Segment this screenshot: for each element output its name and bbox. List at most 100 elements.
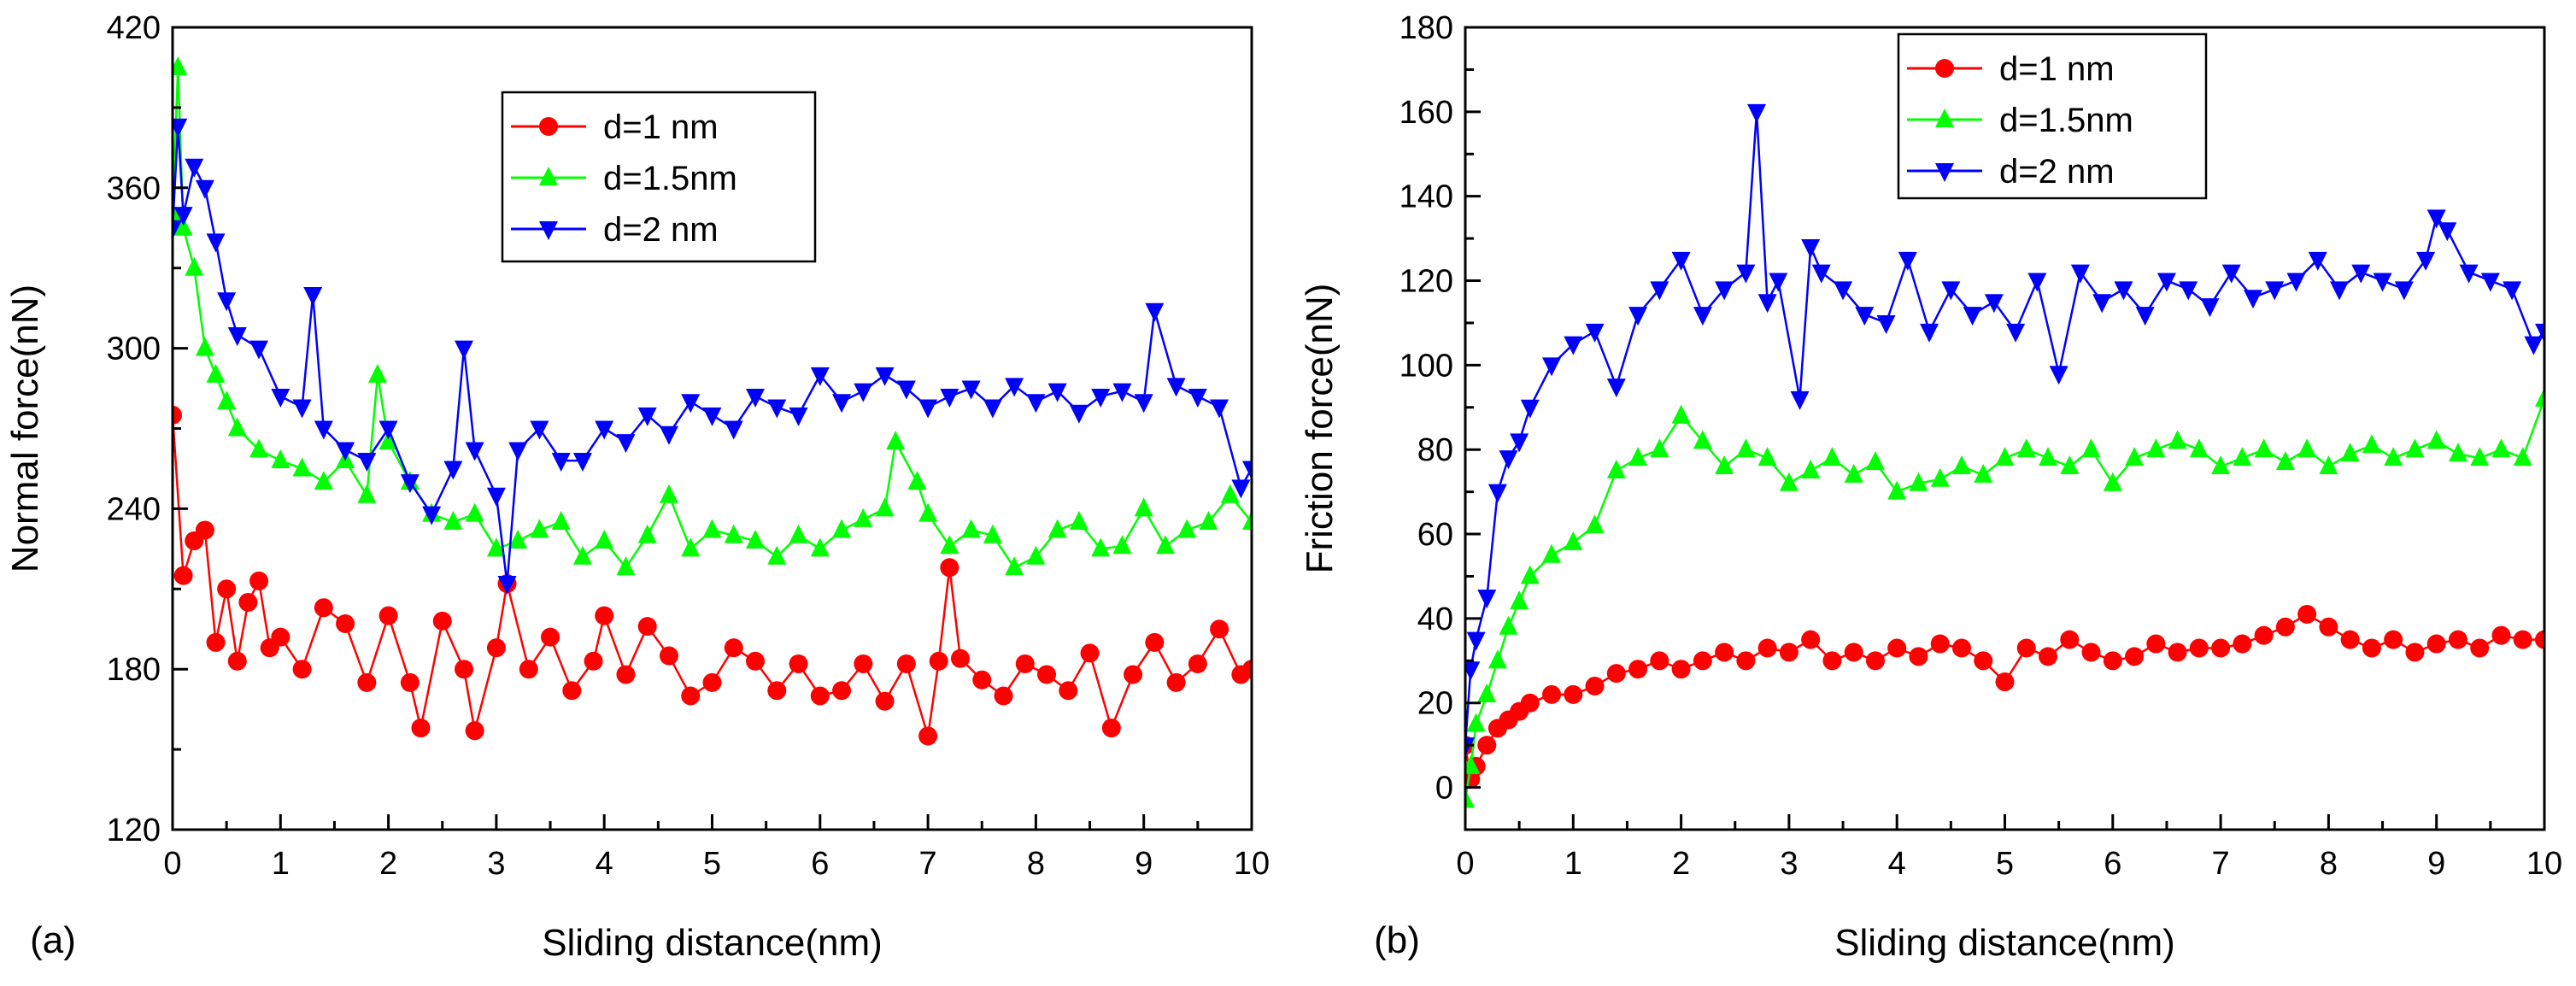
data-point — [2114, 281, 2133, 301]
data-point — [2384, 630, 2403, 649]
data-point — [2535, 630, 2544, 649]
data-point — [2319, 617, 2338, 637]
data-point — [227, 326, 247, 346]
data-point — [1465, 661, 1481, 681]
data-point — [1155, 535, 1175, 555]
data-point — [1693, 651, 1712, 671]
data-point — [1628, 447, 1648, 467]
data-point — [422, 506, 442, 525]
data-point — [1069, 511, 1088, 531]
data-point — [584, 651, 603, 671]
data-point — [940, 388, 959, 408]
data-point — [1963, 307, 1982, 326]
y-tick-label: 160 — [1399, 95, 1453, 131]
data-point — [1188, 654, 1207, 673]
data-point — [1145, 302, 1165, 322]
data-point — [2340, 443, 2360, 462]
data-point — [702, 672, 722, 692]
x-tick-label: 3 — [1780, 846, 1798, 882]
legend-marker — [539, 167, 558, 185]
data-point — [789, 524, 808, 543]
data-point — [1951, 455, 1971, 474]
data-point — [238, 592, 258, 612]
data-point — [1715, 455, 1734, 474]
data-point — [1465, 789, 1475, 808]
data-point — [1887, 480, 1907, 500]
data-point — [1047, 383, 1067, 402]
data-point — [1974, 651, 1993, 671]
data-point — [1984, 294, 2004, 314]
data-point — [1650, 651, 1669, 671]
data-point — [2340, 630, 2360, 649]
data-point — [789, 654, 808, 673]
data-point — [1628, 660, 1648, 679]
data-point — [1542, 543, 1562, 563]
data-point — [217, 390, 237, 410]
data-point — [659, 646, 678, 666]
data-point — [173, 118, 188, 138]
data-point — [1650, 281, 1669, 301]
data-point — [1747, 103, 1767, 123]
data-point — [746, 388, 766, 408]
data-point — [2308, 251, 2327, 271]
data-point — [2135, 307, 2155, 326]
data-point — [1974, 463, 1993, 483]
data-point — [2233, 634, 2252, 654]
x-tick-label: 6 — [811, 846, 829, 882]
data-point — [1606, 459, 1626, 478]
data-point — [1520, 565, 1540, 584]
data-point — [2405, 438, 2425, 458]
data-point — [2426, 634, 2446, 654]
data-point — [854, 383, 873, 402]
data-point — [659, 484, 678, 503]
legend-entry: d=2 nm — [1907, 153, 2115, 191]
data-point — [173, 216, 193, 236]
data-point — [1790, 390, 1810, 410]
legend-marker — [1935, 59, 1954, 78]
data-point — [206, 632, 226, 652]
data-point — [724, 638, 743, 658]
panel-b: 0 1 2 3 4 5 6 7 8 9 10020406080100120140160180Slid… — [1299, 10, 2562, 964]
data-point — [378, 431, 398, 450]
data-point — [314, 420, 333, 440]
legend-entry: d=1 nm — [1907, 50, 2115, 88]
data-point — [724, 524, 743, 543]
data-point — [1757, 447, 1777, 467]
data-point — [681, 686, 701, 706]
panel-a: 0 1 2 3 4 5 6 7 8 9 10 120 180 240 300 360 420 Sliding di… — [4, 10, 1270, 964]
series-0 — [173, 405, 1252, 746]
legend-label: d=1 nm — [1999, 50, 2115, 88]
data-point — [1757, 294, 1777, 314]
data-point — [2254, 438, 2274, 458]
data-point — [2125, 647, 2145, 666]
data-point — [1510, 433, 1529, 453]
data-point — [637, 617, 657, 637]
data-point — [1080, 643, 1100, 663]
y-tick-label: 20 — [1417, 686, 1453, 722]
data-point — [875, 497, 895, 517]
data-point — [2168, 643, 2187, 662]
data-point — [2125, 447, 2145, 467]
data-point — [767, 545, 787, 565]
data-point — [357, 484, 377, 503]
data-point — [1166, 378, 1186, 397]
data-point — [1477, 736, 1497, 755]
data-point — [1941, 281, 1961, 301]
data-point — [249, 438, 269, 458]
series-2 — [173, 118, 1252, 596]
data-point — [1564, 336, 1583, 355]
data-point — [1112, 535, 1132, 555]
x-tick-label: 10 — [1234, 846, 1270, 882]
data-point — [173, 207, 193, 226]
data-point — [1047, 519, 1067, 538]
data-point — [2221, 264, 2241, 284]
data-point — [1715, 281, 1734, 301]
data-point — [443, 461, 463, 480]
data-point — [1606, 664, 1626, 684]
data-point — [2275, 451, 2295, 471]
data-point — [2016, 438, 2036, 458]
data-point — [1865, 451, 1885, 471]
data-point — [2254, 625, 2274, 645]
legend: d=1 nm d=1.5nm d=2 nm — [501, 91, 817, 263]
data-point — [1769, 273, 1788, 292]
